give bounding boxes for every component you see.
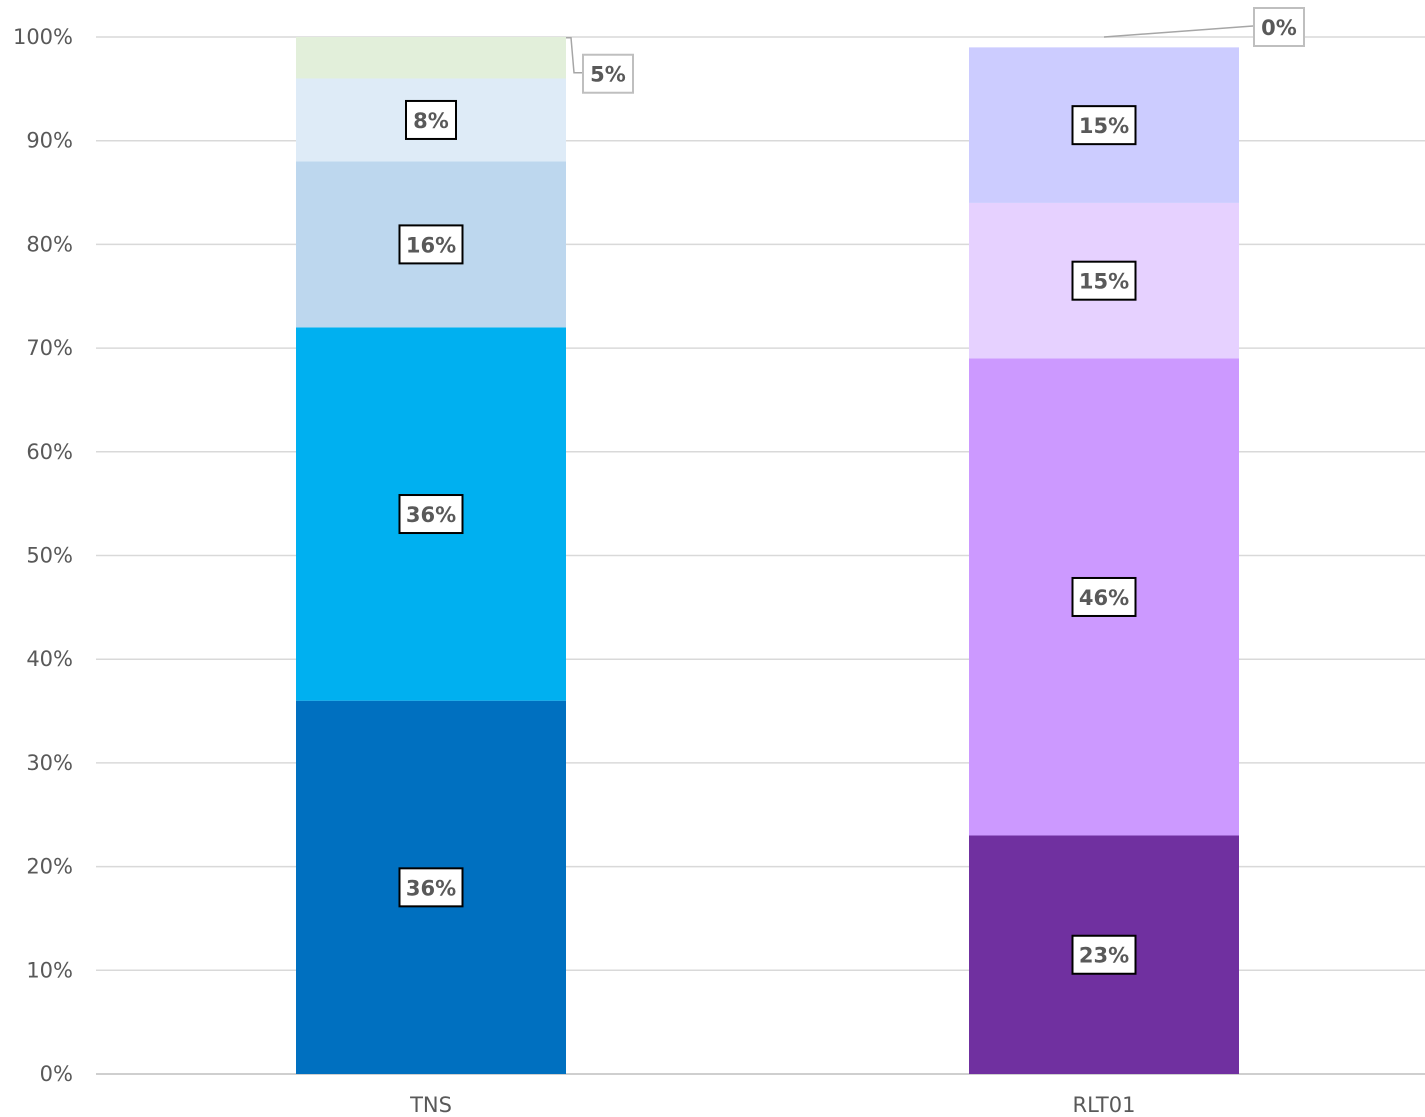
callout-leader-line <box>566 36 582 74</box>
data-label: 0% <box>1253 7 1305 47</box>
data-label-text: 36% <box>406 876 456 900</box>
data-label: 36% <box>398 867 464 908</box>
y-tick-label: 20% <box>26 855 73 879</box>
y-tick-label: 40% <box>26 647 73 671</box>
callouts <box>566 25 1254 74</box>
data-label-text: 23% <box>1079 944 1129 968</box>
y-tick-label: 90% <box>26 129 73 153</box>
data-label-text: 15% <box>1079 270 1129 294</box>
data-label: 23% <box>1071 934 1137 975</box>
data-label: 46% <box>1071 576 1137 617</box>
data-label-text: 46% <box>1079 586 1129 610</box>
data-label-box <box>398 494 464 535</box>
x-category-label: RLT01 <box>1073 1093 1136 1117</box>
data-label-box <box>405 99 457 140</box>
data-label-box <box>582 53 634 94</box>
y-tick-label: 10% <box>26 958 73 982</box>
data-label-box <box>398 224 464 265</box>
data-label-text: 16% <box>406 233 456 257</box>
data-label: 16% <box>398 224 464 265</box>
y-tick-label: 100% <box>13 25 73 49</box>
data-label-box <box>1071 576 1137 617</box>
y-tick-label: 50% <box>26 544 73 568</box>
x-axis-categories: TNS RLT01 <box>409 1093 1135 1117</box>
data-labels: 36% 36% 16% 8% 5% 23% 46% 15% 15% 0% <box>398 7 1305 975</box>
y-tick-label: 60% <box>26 440 73 464</box>
y-tick-label: 80% <box>26 232 73 256</box>
y-tick-label: 70% <box>26 336 73 360</box>
data-label-box <box>398 867 464 908</box>
x-category-label: TNS <box>409 1093 452 1117</box>
data-label: 15% <box>1071 260 1137 301</box>
data-label-text: 36% <box>406 503 456 527</box>
data-label: 36% <box>398 494 464 535</box>
y-tick-label: 30% <box>26 751 73 775</box>
data-label: 15% <box>1071 105 1137 146</box>
data-label-box <box>1071 260 1137 301</box>
data-label-box <box>1071 934 1137 975</box>
data-label-text: 0% <box>1261 16 1297 40</box>
y-axis-ticks: 0% 10% 20% 30% 40% 50% 60% 70% 80% 90% 100% <box>13 25 73 1086</box>
callout-leader-line <box>1103 25 1254 38</box>
data-label: 5% <box>582 53 634 94</box>
data-label-box <box>1253 7 1305 47</box>
data-label-box <box>1071 105 1137 146</box>
data-label-text: 5% <box>590 63 626 87</box>
data-label: 8% <box>405 99 457 140</box>
bar-segment <box>296 37 566 79</box>
data-label-text: 8% <box>413 109 449 133</box>
data-label-text: 15% <box>1079 114 1129 138</box>
y-tick-label: 0% <box>40 1062 73 1086</box>
